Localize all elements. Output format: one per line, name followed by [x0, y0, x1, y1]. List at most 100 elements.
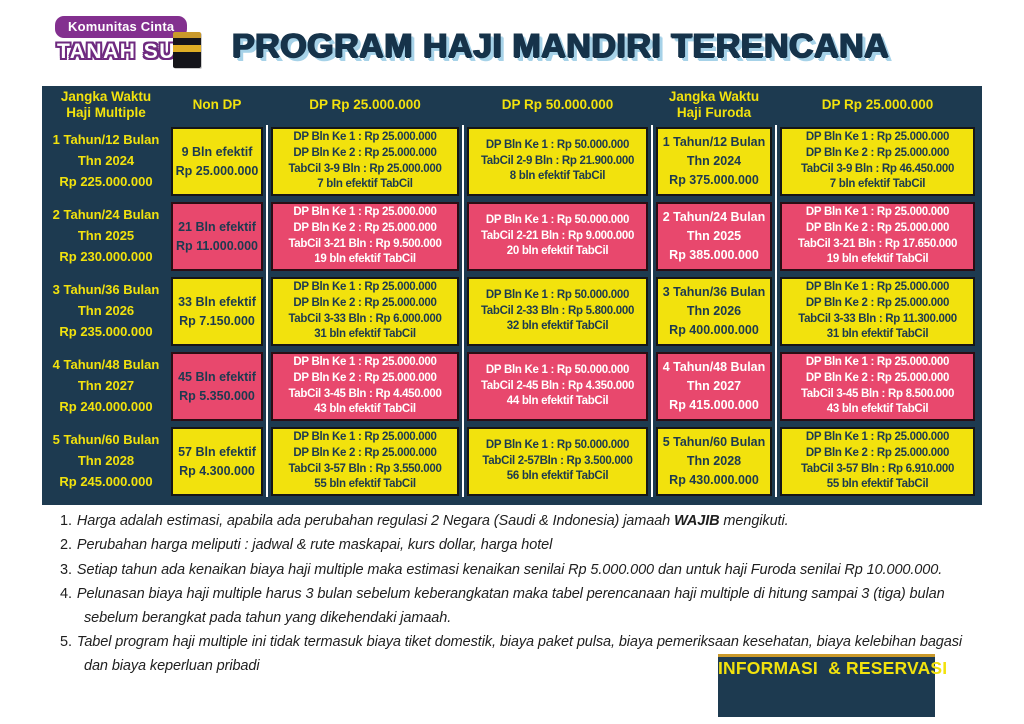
- cell-line: 19 bln efektif TabCil: [314, 253, 416, 266]
- non-dp-cell: 57 Bln efektif Rp 4.300.000: [171, 427, 263, 496]
- cell-line: 19 bln efektif TabCil: [826, 253, 929, 266]
- program-table: Jangka Waktu Haji Multiple Non DP DP Rp 25.…: [42, 86, 982, 505]
- period-cell: 4 Tahun/48 Bulan Thn 2027 Rp 240.000.000: [47, 349, 165, 424]
- cell-line: 32 bln efektif TabCil: [506, 320, 609, 333]
- header-line: Jangka Waktu: [668, 89, 760, 105]
- dp50-cell: DP Bln Ke 1 : Rp 50.000.000 TabCil 2-45 B…: [467, 352, 648, 421]
- cell-line: DP Bln Ke 2 : Rp 25.000.000: [805, 371, 950, 384]
- header-line: Haji Furoda: [676, 105, 752, 120]
- cell-line: Rp 415.000.000: [669, 397, 759, 412]
- cell-line: 3 Tahun/36 Bulan: [52, 282, 160, 298]
- note-item: 2. Perubahan harga meliputi : jadwal & ru…: [60, 534, 968, 557]
- cell-line: TabCil 2-33 Bln : Rp 5.800.000: [480, 304, 635, 317]
- cell-line: Thn 2028: [686, 454, 742, 469]
- info-reservation-box: INFORMASI & RESERVASI: [718, 654, 947, 717]
- note-item: 1. Harga adalah estimasi, apabila ada per…: [60, 510, 968, 533]
- cell-line: DP Bln Ke 1 : Rp 25.000.000: [805, 206, 950, 219]
- cell-line: Thn 2024: [77, 153, 135, 169]
- note-number: 2.: [60, 537, 72, 554]
- period-cell: 1 Tahun/12 Bulan Thn 2024 Rp 225.000.000: [47, 124, 165, 199]
- furoda-period-cell: 5 Tahun/60 Bulan Thn 2028 Rp 430.000.000: [656, 427, 772, 496]
- column-divider: [266, 125, 268, 497]
- cell-line: Rp 235.000.000: [59, 323, 153, 339]
- cell-line: TabCil 3-9 Bln : Rp 46.450.000: [800, 162, 955, 175]
- cell-line: DP Bln Ke 1 : Rp 25.000.000: [805, 431, 950, 444]
- column-header-3: DP Rp 25.000.000: [269, 86, 461, 124]
- pricing-table-panel: Jangka Waktu Haji Multiple Non DP DP Rp 25.…: [42, 86, 982, 505]
- furoda-dp25-cell: DP Bln Ke 1 : Rp 25.000.000 DP Bln Ke 2 :…: [780, 427, 975, 496]
- cell-line: Thn 2025: [686, 229, 742, 244]
- kaaba-icon: [173, 32, 201, 68]
- cell-line: DP Bln Ke 2 : Rp 25.000.000: [293, 371, 437, 384]
- header-line: DP Rp 25.000.000: [821, 97, 934, 113]
- cell-line: Rp 385.000.000: [669, 247, 759, 262]
- cell-line: 20 bln efektif TabCil: [506, 245, 609, 258]
- note-number: 3.: [60, 561, 72, 578]
- cell-line: 3 Tahun/36 Bulan: [662, 285, 766, 300]
- cell-line: 55 bln efektif TabCil: [314, 478, 416, 491]
- cell-line: 43 bln efektif TabCil: [826, 403, 929, 416]
- cell-line: Thn 2025: [77, 228, 135, 244]
- cell-line: Rp 245.000.000: [59, 473, 153, 489]
- furoda-period-cell: 4 Tahun/48 Bulan Thn 2027 Rp 415.000.000: [656, 352, 772, 421]
- cell-line: 21 Bln efektif: [178, 219, 256, 234]
- cell-line: TabCil 3-21 Bln : Rp 9.500.000: [288, 237, 442, 250]
- furoda-dp25-cell: DP Bln Ke 1 : Rp 25.000.000 DP Bln Ke 2 :…: [780, 202, 975, 271]
- column-header-1: Jangka Waktu Haji Multiple: [47, 86, 165, 124]
- note-number: 1.: [60, 513, 72, 529]
- cell-line: 7 bln efektif TabCil: [317, 178, 413, 191]
- note-text: Perubahan harga meliputi : jadwal & rute…: [76, 537, 553, 554]
- note-text: Setiap tahun ada kenaikan biaya haji mul…: [76, 561, 943, 578]
- period-cell: 2 Tahun/24 Bulan Thn 2025 Rp 230.000.000: [47, 199, 165, 274]
- note-text: Pelunasan biaya haji multiple harus 3 bu…: [76, 586, 945, 626]
- cell-line: 44 bln efektif TabCil: [506, 395, 609, 408]
- dp25-cell: DP Bln Ke 1 : Rp 25.000.000 DP Bln Ke 2 :…: [271, 352, 459, 421]
- furoda-dp25-cell: DP Bln Ke 1 : Rp 25.000.000 DP Bln Ke 2 :…: [780, 352, 975, 421]
- cell-line: DP Bln Ke 1 : Rp 25.000.000: [293, 356, 437, 369]
- brand-logo: Komunitas Cinta TANAH SUCI: [55, 16, 205, 84]
- dp25-cell: DP Bln Ke 1 : Rp 25.000.000 DP Bln Ke 2 :…: [271, 277, 459, 346]
- cell-line: DP Bln Ke 1 : Rp 50.000.000: [485, 214, 630, 227]
- note-number: 4.: [60, 586, 72, 603]
- cell-line: Thn 2027: [686, 379, 742, 394]
- footnotes-list: 1. Harga adalah estimasi, apabila ada per…: [60, 510, 968, 679]
- cell-line: Thn 2024: [686, 154, 742, 169]
- cell-line: TabCil 3-21 Bln : Rp 17.650.000: [797, 237, 958, 250]
- dp50-cell: DP Bln Ke 1 : Rp 50.000.000 TabCil 2-57Bl…: [467, 427, 648, 496]
- cell-line: Rp 375.000.000: [669, 172, 759, 187]
- cell-line: 9 Bln efektif: [181, 144, 253, 159]
- cell-line: TabCil 2-21 Bln : Rp 9.000.000: [480, 229, 635, 242]
- dp25-cell: DP Bln Ke 1 : Rp 25.000.000 DP Bln Ke 2 :…: [271, 202, 459, 271]
- note-text: WAJIB: [674, 513, 720, 529]
- dp50-cell: DP Bln Ke 1 : Rp 50.000.000 TabCil 2-9 Bl…: [467, 127, 648, 196]
- cell-line: 5 Tahun/60 Bulan: [662, 435, 766, 450]
- logo-badge: Komunitas Cinta: [55, 16, 188, 38]
- cell-line: Thn 2027: [77, 378, 135, 394]
- cell-line: TabCil 2-45 Bln : Rp 4.350.000: [480, 379, 635, 392]
- cell-line: 31 bln efektif TabCil: [826, 328, 929, 341]
- column-divider: [462, 125, 464, 497]
- cell-line: TabCil 3-57 Bln : Rp 3.550.000: [288, 462, 442, 475]
- cell-line: DP Bln Ke 2 : Rp 25.000.000: [293, 446, 437, 459]
- cell-line: DP Bln Ke 1 : Rp 50.000.000: [485, 364, 630, 377]
- column-divider: [775, 125, 777, 497]
- cell-line: 55 bln efektif TabCil: [826, 478, 929, 491]
- cell-line: 5 Tahun/60 Bulan: [52, 432, 160, 448]
- column-header-6: DP Rp 25.000.000: [778, 86, 977, 124]
- cell-line: Rp 5.350.000: [179, 388, 255, 403]
- cell-line: Thn 2026: [686, 304, 742, 319]
- non-dp-cell: 9 Bln efektif Rp 25.000.000: [171, 127, 263, 196]
- cell-line: 2 Tahun/24 Bulan: [52, 207, 160, 223]
- note-text: Harga adalah estimasi, apabila ada perub…: [76, 513, 675, 529]
- cell-line: TabCil 3-33 Bln : Rp 11.300.000: [798, 312, 957, 325]
- header-line: DP Rp 50.000.000: [501, 97, 614, 113]
- column-header-4: DP Rp 50.000.000: [465, 86, 650, 124]
- note-number: 5.: [60, 634, 72, 651]
- dp50-cell: DP Bln Ke 1 : Rp 50.000.000 TabCil 2-21 B…: [467, 202, 648, 271]
- cell-line: 43 bln efektif TabCil: [314, 403, 416, 416]
- cell-line: DP Bln Ke 1 : Rp 25.000.000: [293, 206, 437, 219]
- cell-line: DP Bln Ke 1 : Rp 25.000.000: [293, 431, 437, 444]
- dp25-cell: DP Bln Ke 1 : Rp 25.000.000 DP Bln Ke 2 :…: [271, 127, 459, 196]
- cell-line: TabCil 3-33 Bln : Rp 6.000.000: [288, 312, 442, 325]
- furoda-period-cell: 1 Tahun/12 Bulan Thn 2024 Rp 375.000.000: [656, 127, 772, 196]
